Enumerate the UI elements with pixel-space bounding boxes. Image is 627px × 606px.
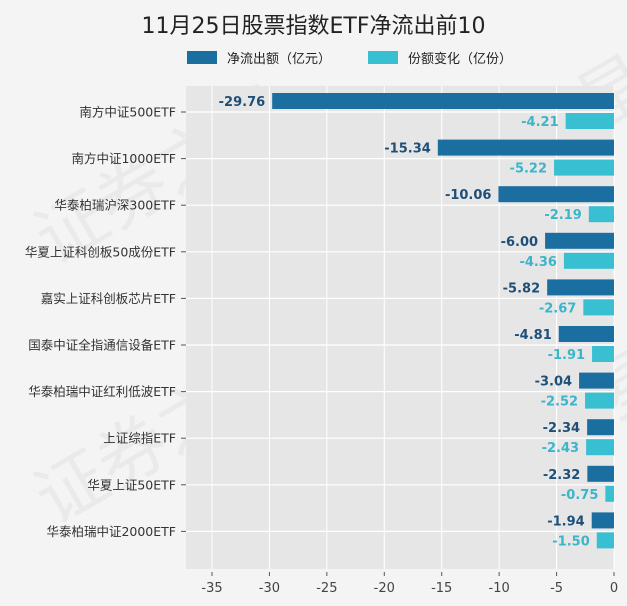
legend-swatch <box>187 50 217 64</box>
bar-share-change <box>585 392 614 409</box>
legend-label: 份额变化（亿份） <box>408 51 513 67</box>
x-tick-label: -10 <box>489 581 510 596</box>
bar-net-outflow <box>498 186 614 203</box>
x-tick-label: -25 <box>316 581 337 596</box>
category-label: 华泰柏瑞中证2000ETF <box>46 524 176 539</box>
data-label-share-change: -2.19 <box>544 208 581 223</box>
bar-share-change <box>583 299 614 316</box>
x-tick-label: 0 <box>610 581 618 596</box>
plot-area <box>186 86 614 569</box>
category-label: 上证综指ETF <box>103 431 176 446</box>
category-label: 南方中证1000ETF <box>71 151 176 166</box>
data-label-net-outflow: -6.00 <box>501 235 538 250</box>
category-label: 国泰中证全指通信设备ETF <box>28 338 176 353</box>
legend-swatch <box>368 50 398 64</box>
bar-share-change <box>588 206 614 223</box>
data-label-net-outflow: -3.04 <box>535 375 572 390</box>
category-label: 华夏上证50ETF <box>87 477 176 492</box>
data-label-net-outflow: -2.32 <box>543 468 580 483</box>
chart-title: 11月25日股票指数ETF净流出前10 <box>141 14 486 39</box>
bar-net-outflow <box>558 326 614 342</box>
bar-net-outflow <box>579 372 614 389</box>
data-label-net-outflow: -1.94 <box>547 514 584 529</box>
data-label-share-change: -0.75 <box>561 488 598 503</box>
data-label-net-outflow: -5.82 <box>503 281 540 296</box>
data-label-share-change: -4.36 <box>519 255 556 270</box>
legend-item-net-outflow: 净流出额（亿元） <box>187 49 332 67</box>
category-label: 华夏上证科创板50成份ETF <box>25 244 176 259</box>
bar-net-outflow <box>591 512 614 529</box>
data-label-net-outflow: -2.34 <box>543 421 580 436</box>
data-label-net-outflow: -29.76 <box>219 95 266 110</box>
data-label-net-outflow: -4.81 <box>514 328 551 343</box>
data-label-share-change: -5.22 <box>510 162 547 177</box>
bar-share-change <box>605 485 614 502</box>
data-label-net-outflow: -10.06 <box>445 188 492 203</box>
x-tick-label: -15 <box>431 581 452 596</box>
data-label-share-change: -2.43 <box>542 441 579 456</box>
category-label: 嘉实上证科创板芯片ETF <box>41 291 176 306</box>
bar-share-change <box>586 439 614 456</box>
category-label: 华泰柏瑞中证红利低波ETF <box>28 384 176 399</box>
data-label-share-change: -2.67 <box>539 301 576 316</box>
bar-net-outflow <box>272 93 614 109</box>
x-tick-label: -5 <box>550 581 563 596</box>
bar-share-change <box>565 113 614 129</box>
data-label-net-outflow: -15.34 <box>384 142 431 157</box>
bar-share-change <box>563 252 614 269</box>
x-tick-label: -35 <box>201 581 222 596</box>
x-tick-label: -20 <box>374 581 395 596</box>
bar-net-outflow <box>587 465 614 482</box>
bar-net-outflow <box>545 232 614 249</box>
bar-share-change <box>554 159 614 176</box>
data-label-share-change: -1.50 <box>552 534 589 549</box>
category-label: 华泰柏瑞沪深300ETF <box>54 198 176 213</box>
bar-share-change <box>596 532 614 549</box>
bar-net-outflow <box>587 419 614 436</box>
bar-net-outflow <box>437 139 614 156</box>
category-label: 南方中证500ETF <box>79 105 176 120</box>
x-tick-label: -30 <box>259 581 280 596</box>
legend-item-share-change: 份额变化（亿份） <box>368 49 513 67</box>
data-label-share-change: -4.21 <box>521 115 558 130</box>
legend-label: 净流出额（亿元） <box>227 51 332 67</box>
bar-net-outflow <box>547 279 614 296</box>
data-label-share-change: -1.91 <box>548 348 585 363</box>
bar-share-change <box>592 346 614 362</box>
data-label-share-change: -2.52 <box>541 395 578 410</box>
